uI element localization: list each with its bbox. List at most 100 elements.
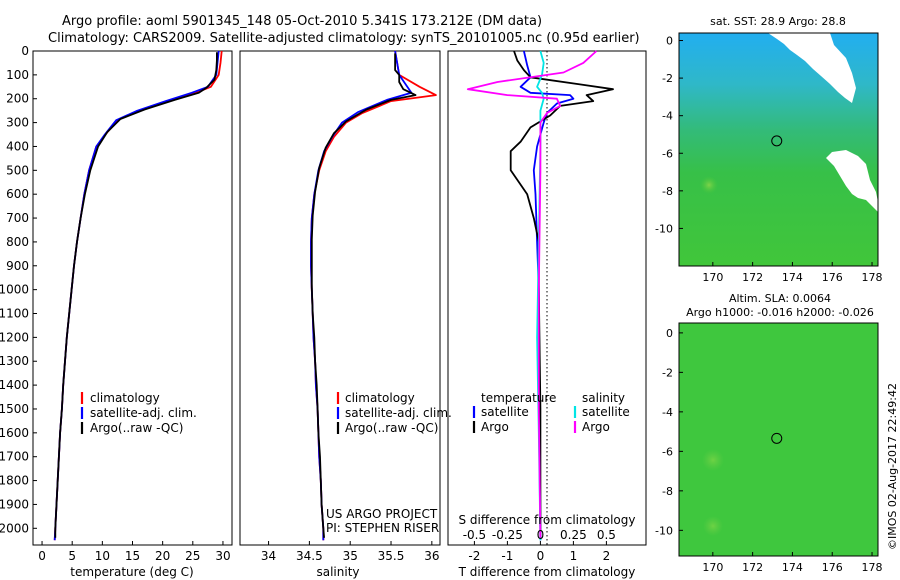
s-diff-tick-label: 0.25	[560, 528, 587, 542]
lat-tick-label: -2	[662, 366, 673, 379]
depth-tick-label: 0	[21, 44, 29, 58]
depth-tick-label: 1000	[0, 283, 29, 297]
legend-label-s-satellite: satellite	[582, 405, 630, 419]
s-diff-tick-label: -0.5	[463, 528, 486, 542]
salinity-difference-ticks: -0.5 -0.25 0 0.25 0.5	[463, 528, 616, 542]
lat-tick-label: 0	[666, 35, 673, 48]
depth-tick-label: 1800	[0, 474, 29, 488]
x-tick-label: 20	[155, 549, 170, 563]
s-diff-tick-label: 0	[537, 528, 545, 542]
sla-high-patch-2	[703, 516, 723, 536]
lon-tick-label: 174	[782, 271, 803, 284]
depth-tick-label: 200	[6, 92, 29, 106]
depth-tick-label: 1100	[0, 307, 29, 321]
legend-label-satellite: satellite-adj. clim.	[345, 406, 452, 420]
lat-tick-label: -4	[662, 406, 673, 419]
lat-tick-label: -4	[662, 110, 673, 123]
lat-tick-label: -6	[662, 147, 673, 160]
lat-tick-label: 0	[666, 327, 673, 340]
differences-series-1-line	[509, 50, 614, 538]
lon-tick-label: 178	[862, 271, 883, 284]
sla-map-title: Altim. SLA: 0.0064	[729, 292, 831, 305]
x-tick-label: 0	[537, 549, 545, 563]
x-tick-label: -2	[468, 549, 480, 563]
temperature-frame	[32, 50, 233, 546]
lon-tick-label: 170	[702, 271, 723, 284]
sst-argo-float-marker	[771, 135, 783, 147]
depth-tick-label: 500	[6, 163, 29, 177]
legend-label-argo: Argo(..raw -QC)	[345, 421, 438, 435]
sst-warm-patch	[700, 176, 718, 194]
s-difference-label: S difference from climatology	[459, 513, 636, 527]
depth-tick-label: 100	[6, 68, 29, 82]
lon-tick-label: 178	[862, 561, 883, 574]
salinity-series-1-line	[310, 50, 413, 541]
legend-label-argo: Argo(..raw -QC)	[90, 421, 183, 435]
lat-tick-label: -8	[662, 485, 673, 498]
lat-tick-label: -8	[662, 185, 673, 198]
x-tick-label: 25	[185, 549, 200, 563]
sla-map-frame	[678, 322, 879, 557]
depth-tick-label: 1900	[0, 497, 29, 511]
sst-map-ticks: 170 172 174 176 178 0 -2 -4 -6 -8 -10	[655, 35, 882, 284]
depth-tick-label: 1500	[0, 402, 29, 416]
s-diff-tick-label: 0.5	[597, 528, 616, 542]
header-line-2: Climatology: CARS2009. Satellite-adjuste…	[48, 31, 640, 46]
differences-series-2-line	[536, 50, 545, 541]
x-tick-label: 34.5	[296, 549, 323, 563]
x-tick-label: -1	[501, 549, 513, 563]
legend-label-t-argo: Argo	[481, 420, 509, 434]
sst-map-frame	[678, 32, 879, 267]
legend-label-climatology: climatology	[345, 391, 415, 405]
depth-tick-label: 400	[6, 139, 29, 153]
sst-map-panel: sat. SST: 28.9 Argo: 28.8 170 172 174 176 17…	[655, 15, 882, 284]
x-tick-label: 30	[215, 549, 230, 563]
depth-tick-label: 800	[6, 235, 29, 249]
x-tick-label: 10	[95, 549, 110, 563]
depth-tick-label: 1300	[0, 354, 29, 368]
lon-tick-label: 176	[822, 271, 843, 284]
x-tick-label: 2	[603, 549, 611, 563]
temperature-x-ticks: 0 5 10 15 20 25 30	[38, 541, 231, 563]
temperature-legend: climatology satellite-adj. clim. Argo(..…	[80, 391, 197, 435]
salinity-series-0-line	[310, 50, 437, 541]
depth-tick-label: 2000	[0, 521, 29, 535]
lon-tick-label: 174	[782, 561, 803, 574]
t-difference-label: T difference from climatology	[458, 565, 636, 579]
x-tick-label: 35.5	[378, 549, 405, 563]
sla-map-panel: Altim. SLA: 0.0064 Argo h1000: -0.016 h2…	[655, 292, 882, 574]
legend-title-temperature: temperature	[481, 391, 556, 405]
sla-map-subtitle: Argo h1000: -0.016 h2000: -0.026	[686, 306, 874, 319]
difference-x-ticks: -2 -1 0 1 2	[468, 541, 610, 563]
temperature-xlabel: temperature (deg C)	[70, 565, 193, 579]
legend-label-s-argo: Argo	[582, 420, 610, 434]
salinity-series	[310, 50, 437, 541]
difference-series	[466, 50, 614, 541]
difference-panel: -2 -1 0 1 2 -0.5 -0.25 0 0.25 0.5 S difference f…	[447, 50, 647, 579]
lat-tick-label: -6	[662, 445, 673, 458]
x-tick-label: 34	[261, 549, 276, 563]
legend-label-climatology: climatology	[90, 391, 160, 405]
salinity-xlabel: salinity	[316, 565, 359, 579]
lon-tick-label: 176	[822, 561, 843, 574]
difference-frame	[447, 50, 647, 546]
lon-tick-label: 172	[742, 561, 763, 574]
legend-label-satellite: satellite-adj. clim.	[90, 406, 197, 420]
x-tick-label: 36	[424, 549, 439, 563]
depth-tick-label: 1400	[0, 378, 29, 392]
lon-tick-label: 172	[742, 271, 763, 284]
depth-tick-label: 700	[6, 211, 29, 225]
depth-tick-label: 1200	[0, 330, 29, 344]
x-tick-label: 1	[570, 549, 578, 563]
project-annotation: US ARGO PROJECT	[326, 507, 438, 521]
x-tick-label: 35	[343, 549, 358, 563]
depth-tick-label: 900	[6, 259, 29, 273]
sla-high-patch-1	[702, 449, 724, 471]
header-line-1: Argo profile: aoml 5901345_148 05-Oct-20…	[62, 14, 542, 29]
x-tick-label: 0	[38, 549, 46, 563]
salinity-series-2-line	[310, 53, 417, 538]
legend-label-t-satellite: satellite	[481, 405, 529, 419]
difference-legend: temperature satellite Argo salinity sate…	[472, 391, 630, 434]
temperature-series-0-line	[53, 50, 223, 541]
